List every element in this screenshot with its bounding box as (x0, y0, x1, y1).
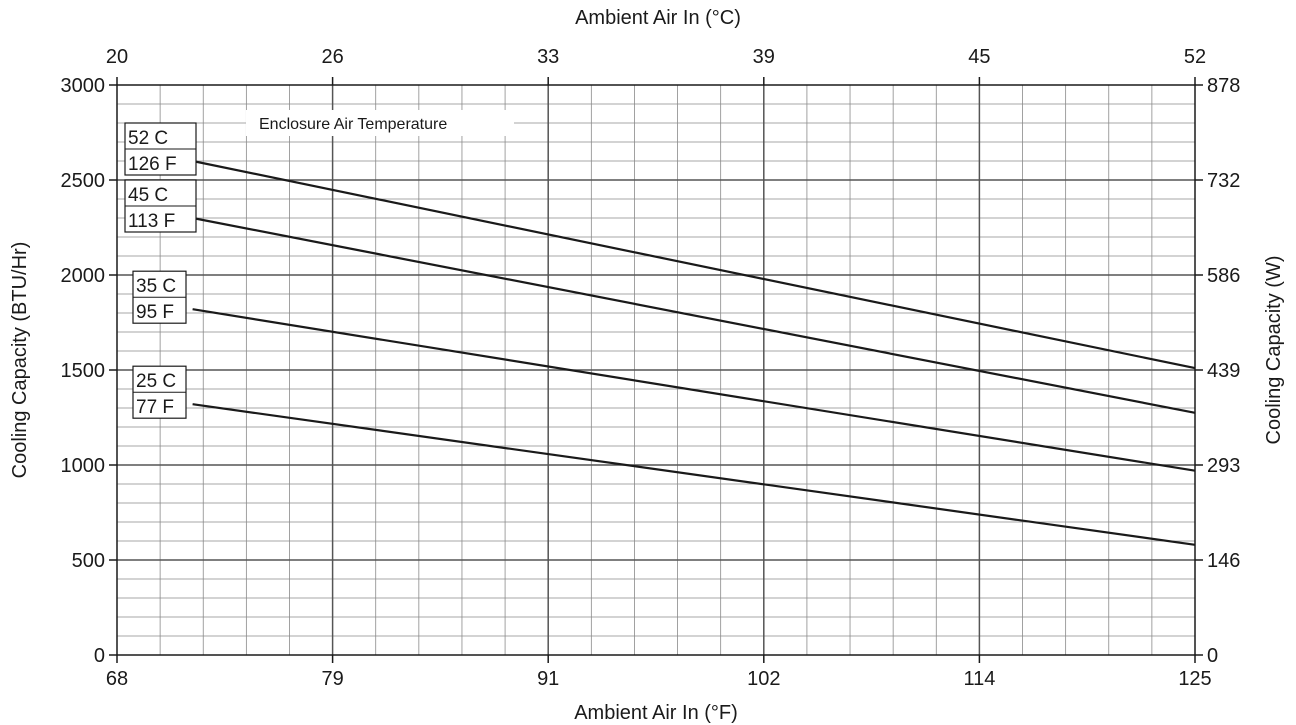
x-tick-label: 68 (106, 668, 128, 690)
top-x-tick-label: 33 (537, 46, 559, 68)
series-label-fahrenheit: 113 F (128, 211, 175, 232)
right-y-tick-label: 586 (1207, 265, 1240, 287)
series-line-0 (192, 159, 1196, 370)
series-label-2: 35 C 95 F (132, 270, 187, 324)
series-label-fahrenheit: 77 F (136, 397, 174, 418)
top-x-axis-title: Ambient Air In (°C) (575, 7, 741, 29)
top-x-tick-label: 45 (968, 46, 990, 68)
series-line-2 (192, 308, 1196, 472)
x-tick-label: 114 (963, 668, 995, 690)
x-axis-title: Ambient Air In (°F) (574, 702, 738, 724)
series-label-1: 45 C 113 F (124, 179, 197, 233)
y-axis-title: Cooling Capacity (BTU/Hr) (9, 242, 31, 479)
x-tick-label: 102 (747, 668, 780, 690)
series-lines (192, 159, 1196, 546)
series-label-celsius: 52 C (128, 128, 168, 149)
y-tick-label: 1000 (61, 455, 106, 477)
y-tick-label: 0 (94, 645, 105, 667)
x-tick-label: 91 (537, 668, 559, 690)
tick-marks (109, 77, 1203, 663)
right-y-axis-title: Cooling Capacity (W) (1263, 256, 1285, 445)
x-tick-label: 125 (1178, 668, 1211, 690)
y-tick-label: 500 (72, 550, 105, 572)
x-tick-label: 79 (321, 668, 343, 690)
legend-title-box: Enclosure Air Temperature (246, 110, 514, 136)
right-y-tick-label: 732 (1207, 170, 1240, 192)
top-x-tick-label: 26 (321, 46, 343, 68)
y-tick-label: 3000 (61, 75, 106, 97)
series-label-fahrenheit: 95 F (136, 302, 174, 323)
series-label-0: 52 C 126 F (124, 122, 197, 176)
right-y-tick-label: 439 (1207, 360, 1240, 382)
right-y-tick-label: 0 (1207, 645, 1218, 667)
top-x-tick-label: 39 (753, 46, 775, 68)
y-tick-label: 2000 (61, 265, 106, 287)
series-label-celsius: 45 C (128, 185, 168, 206)
top-x-tick-label: 52 (1184, 46, 1206, 68)
top-x-tick-label: 20 (106, 46, 128, 68)
y-tick-label: 1500 (61, 360, 106, 382)
series-labels: 52 C 126 F 45 C 113 F 35 C 95 F 25 C 77 F (124, 122, 197, 419)
series-label-3: 25 C 77 F (132, 365, 187, 419)
right-y-tick-label: 146 (1207, 550, 1240, 572)
series-line-1 (192, 216, 1196, 414)
tick-labels: 68 79 91 102 114 125 20 26 33 39 45 52 0 500 1000 1500 2… (61, 46, 1241, 690)
series-label-celsius: 25 C (136, 371, 176, 392)
right-y-tick-label: 293 (1207, 455, 1240, 477)
series-label-celsius: 35 C (136, 276, 176, 297)
y-tick-label: 2500 (61, 170, 106, 192)
series-line-3 (192, 403, 1196, 546)
legend-title: Enclosure Air Temperature (259, 116, 447, 133)
series-label-fahrenheit: 126 F (128, 154, 177, 175)
right-y-tick-label: 878 (1207, 75, 1240, 97)
major-grid (117, 85, 1195, 655)
